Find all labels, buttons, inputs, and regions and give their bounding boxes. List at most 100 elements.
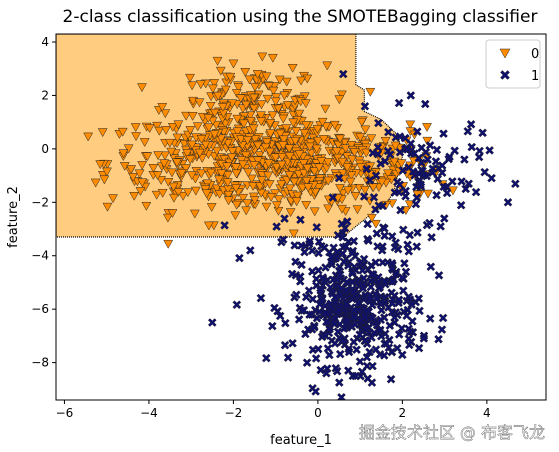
- series-0-point: [211, 146, 222, 156]
- series-0-point: [360, 125, 371, 135]
- series-0-point: [157, 188, 168, 198]
- plot-frame: [55, 33, 547, 401]
- series-0-point: [123, 144, 134, 154]
- series-0-point: [261, 72, 272, 82]
- series-1-point: [329, 319, 339, 329]
- series-0-point: [312, 124, 323, 134]
- series-1-point: [323, 344, 333, 353]
- series-1-point: [300, 247, 309, 257]
- series-0-point: [172, 158, 182, 168]
- series-0-point: [309, 167, 320, 177]
- series-0-point: [347, 155, 358, 165]
- series-0-point: [214, 175, 224, 185]
- series-0-point: [178, 191, 189, 201]
- series-0-point: [217, 103, 228, 112]
- series-0-point: [294, 109, 305, 119]
- series-0-point: [256, 188, 267, 198]
- series-1-point: [387, 299, 397, 308]
- series-0-point: [248, 124, 259, 134]
- series-1-point: [338, 335, 348, 345]
- series-0-point: [284, 171, 295, 180]
- series-0-point: [390, 141, 401, 151]
- series-0-point: [151, 190, 162, 200]
- series-0-point: [276, 160, 287, 170]
- series-0-point: [261, 202, 272, 212]
- series-0-point: [152, 171, 163, 181]
- series-0-point: [274, 75, 285, 85]
- series-0-point: [284, 144, 295, 154]
- series-0-point: [365, 87, 376, 97]
- series-1-point: [313, 344, 323, 354]
- series-1-point: [303, 325, 313, 334]
- series-1-point: [406, 139, 416, 148]
- series-1-point: [383, 127, 393, 137]
- watermark: 掘金技术社区 @ 布客飞龙: [359, 423, 545, 442]
- series-0-point: [131, 132, 141, 142]
- series-1-point: [365, 175, 375, 185]
- series-0-point: [190, 186, 201, 196]
- series-1-point: [321, 331, 330, 341]
- series-1-point: [342, 299, 351, 309]
- series-0-point: [361, 148, 372, 158]
- series-1-point: [390, 313, 399, 322]
- series-1-point: [380, 156, 390, 166]
- series-1-point: [280, 340, 290, 350]
- series-0-point: [160, 109, 171, 119]
- series-0-point: [255, 182, 265, 192]
- series-1-point: [316, 286, 326, 295]
- series-0-point: [130, 123, 141, 133]
- series-0-point: [181, 111, 192, 121]
- series-0-point: [249, 161, 260, 170]
- series-1-point: [312, 222, 322, 232]
- series-0-point: [213, 91, 224, 101]
- series-0-point: [231, 184, 241, 193]
- series-0-point: [222, 178, 233, 188]
- series-0-point: [267, 53, 278, 63]
- series-0-point: [228, 59, 239, 69]
- series-0-point: [167, 168, 177, 178]
- series-0-point: [168, 193, 179, 203]
- series-0-point: [292, 191, 303, 201]
- series-1-point: [338, 69, 348, 79]
- series-0-point: [303, 183, 314, 193]
- series-0-point: [161, 126, 171, 135]
- series-1-point: [375, 283, 385, 292]
- series-0-points: [83, 52, 458, 249]
- series-1-point: [471, 187, 481, 197]
- series-0-point: [232, 127, 243, 137]
- x-tick-label: 4: [483, 406, 491, 420]
- series-1-point: [397, 273, 407, 282]
- series-0-point: [301, 176, 312, 186]
- series-0-point: [118, 149, 129, 159]
- series-1-point: [404, 334, 414, 344]
- x-tick-label: 0: [314, 406, 322, 420]
- y-tick-label: 2: [41, 88, 49, 102]
- series-0-point: [245, 116, 256, 126]
- series-0-point: [311, 144, 322, 154]
- series-0-point: [405, 120, 416, 130]
- series-1-point: [432, 190, 441, 200]
- series-0-point: [268, 86, 279, 96]
- series-1-point: [397, 350, 407, 360]
- series-1-point: [368, 361, 377, 371]
- series-1-point: [414, 169, 424, 179]
- series-0-point: [329, 120, 340, 130]
- series-1-point: [334, 378, 344, 387]
- series-0-point: [336, 90, 347, 100]
- series-1-point: [365, 347, 374, 357]
- chart-title: 2-class classification using the SMOTEBa…: [63, 7, 538, 27]
- series-0-point: [356, 117, 367, 127]
- series-1-point: [402, 311, 412, 321]
- series-0-point: [284, 152, 295, 162]
- series-1-point: [328, 193, 338, 202]
- series-0-point: [250, 135, 261, 145]
- series-1-point: [439, 182, 449, 192]
- series-1-point: [425, 314, 435, 323]
- series-1-point: [283, 353, 293, 362]
- series-1-point: [361, 336, 371, 345]
- series-0-point: [128, 172, 138, 182]
- series-0-point: [256, 117, 267, 127]
- series-0-point: [335, 134, 346, 144]
- series-0-point: [195, 80, 206, 90]
- series-0-point: [142, 152, 153, 162]
